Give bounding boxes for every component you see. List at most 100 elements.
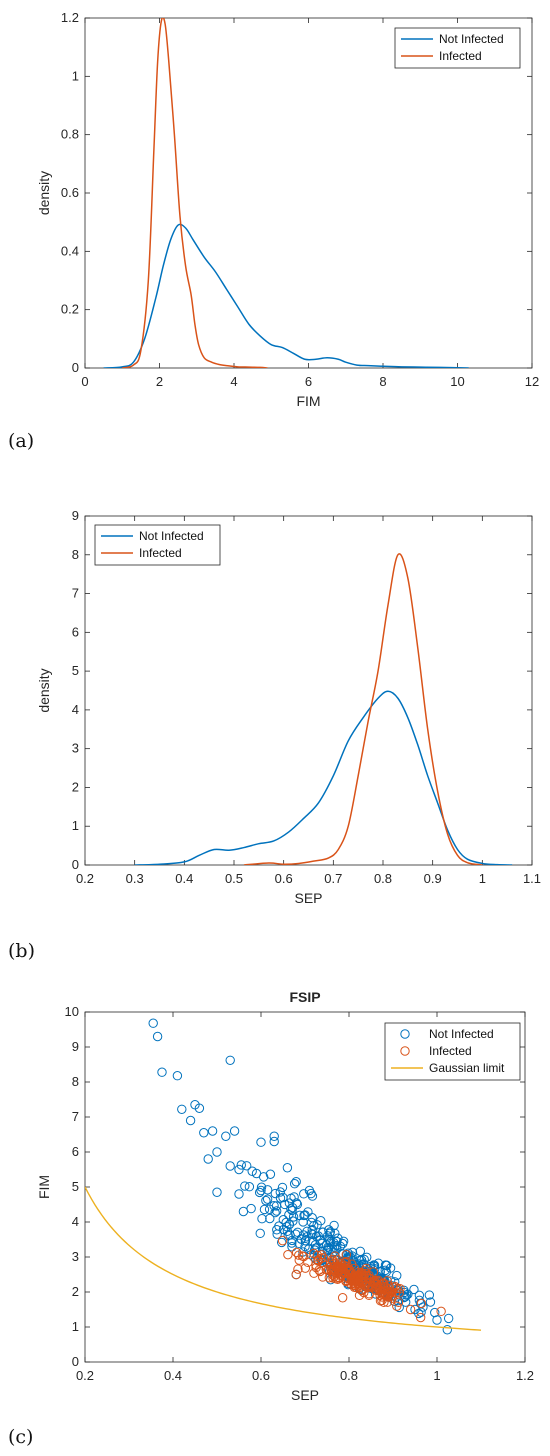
scatter-point-not-infected [312, 1220, 322, 1230]
series-line-not-infected [103, 223, 469, 368]
legend-box [384, 1022, 521, 1081]
x-tick-label: 4 [230, 374, 237, 389]
scatter-point-not-infected [375, 1266, 385, 1277]
x-tick-label: 1.1 [523, 871, 541, 886]
scatter-point-not-infected [300, 1236, 311, 1246]
y-tick-label: 1 [72, 818, 79, 833]
legend-label-not-infected: Not Infected [139, 529, 204, 543]
y-tick-label: 7 [72, 1109, 79, 1124]
scatter-point-infected [337, 1293, 348, 1303]
scatter-point-not-infected [424, 1290, 435, 1300]
x-tick-label: 6 [305, 374, 312, 389]
y-tick-label: 6 [72, 1144, 79, 1159]
scatter-point-not-infected [414, 1295, 425, 1306]
x-tick-label: 0.2 [76, 1368, 94, 1383]
scatter-point-not-infected [382, 1260, 392, 1271]
scatter-point-not-infected [270, 1207, 280, 1218]
scatter-point-not-infected [392, 1270, 402, 1281]
scatter-point-not-infected [300, 1241, 310, 1252]
x-axis-label: FIM [296, 393, 320, 409]
legend-label-infected: Infected [429, 1044, 472, 1058]
chart-title: FSIP [289, 989, 320, 1005]
legend-swatch-not-infected [400, 1029, 410, 1039]
x-tick-label: 0.8 [374, 871, 392, 886]
y-tick-label: 8 [72, 547, 79, 562]
scatter-point-infected [317, 1257, 328, 1268]
scatter-point-infected [405, 1304, 416, 1315]
legend-box [94, 524, 221, 566]
y-axis-label: density [36, 668, 52, 712]
scatter-point-infected [369, 1275, 380, 1286]
scatter-point-not-infected [317, 1238, 327, 1249]
x-tick-label: 0 [81, 374, 88, 389]
scatter-point-not-infected [347, 1247, 358, 1258]
scatter-point-not-infected [380, 1265, 390, 1276]
scatter-point-infected [291, 1269, 301, 1280]
scatter-point-not-infected [255, 1228, 265, 1239]
scatter-point-not-infected [307, 1236, 318, 1246]
x-tick-label: 2 [156, 374, 163, 389]
y-tick-label: 0.8 [61, 127, 79, 142]
scatter-point-infected [330, 1251, 340, 1261]
scatter-point-not-infected [409, 1284, 419, 1295]
scatter-point-not-infected [300, 1210, 310, 1220]
x-tick-label: 0.4 [164, 1368, 182, 1383]
scatter-point-not-infected [194, 1103, 205, 1113]
scatter-point-not-infected [234, 1189, 244, 1199]
density-plot-fim: 0 2 4 6 8 10 12 0 0.2 0.4 0.6 0.8 1 1.2 FIM density Not … [8, 10, 539, 452]
scatter-point-not-infected [257, 1214, 267, 1224]
scatter-point-not-infected [307, 1225, 317, 1235]
scatter-point-not-infected [236, 1160, 246, 1170]
scatter-point-not-infected [291, 1198, 302, 1208]
x-tick-label: 0.6 [275, 871, 293, 886]
scatter-point-not-infected [443, 1313, 454, 1324]
scatter-point-not-infected [275, 1187, 285, 1197]
scatter-point-not-infected [287, 1238, 297, 1248]
x-tick-label: 8 [379, 374, 386, 389]
legend-box [394, 27, 521, 69]
legend-label-gaussian-limit: Gaussian limit [429, 1061, 505, 1075]
scatter-point-not-infected [323, 1245, 333, 1256]
scatter-point-not-infected [277, 1182, 288, 1193]
scatter-point-not-infected [262, 1194, 273, 1204]
scatter-point-not-infected [148, 1018, 158, 1028]
scatter-point-infected [303, 1257, 313, 1268]
scatter-point-not-infected [270, 1188, 281, 1199]
scatter-point-not-infected [172, 1071, 183, 1081]
scatter-point-not-infected [225, 1161, 235, 1171]
y-tick-label: 4 [72, 702, 79, 717]
y-tick-label: 7 [72, 586, 79, 601]
x-tick-label: 0.6 [252, 1368, 270, 1383]
y-tick-label: 6 [72, 624, 79, 639]
scatter-point-infected [388, 1282, 398, 1292]
plot-series-group [134, 553, 513, 865]
scatter-point-not-infected [291, 1177, 301, 1187]
x-tick-label: 0.3 [126, 871, 144, 886]
y-tick-label: 0.4 [61, 243, 79, 258]
y-tick-label: 0.6 [61, 185, 79, 200]
scatter-point-not-infected [199, 1128, 209, 1138]
scatter-point-not-infected [425, 1297, 436, 1307]
scatter-point-not-infected [212, 1147, 222, 1157]
scatter-point-infected [415, 1312, 426, 1323]
scatter-point-not-infected [152, 1031, 163, 1042]
scatter-point-not-infected [401, 1290, 412, 1300]
scatter-point-not-infected [358, 1259, 369, 1269]
scatter-point-not-infected [355, 1246, 365, 1256]
legend-swatch-infected [400, 1046, 410, 1056]
scatter-point-not-infected [234, 1164, 244, 1175]
scatter-point-infected [291, 1247, 302, 1258]
scatter-point-not-infected [299, 1189, 309, 1199]
scatter-point-not-infected [330, 1228, 340, 1238]
scatter-point-not-infected [272, 1229, 282, 1239]
scatter-point-infected [370, 1282, 381, 1292]
scatter-point-infected [392, 1283, 403, 1294]
scatter-point-not-infected [284, 1210, 294, 1220]
plot-series-group [85, 1018, 482, 1335]
y-tick-label: 4 [72, 1214, 79, 1229]
scatter-point-not-infected [238, 1206, 249, 1217]
scatter-point-not-infected [269, 1131, 279, 1141]
scatter-point-infected [277, 1235, 288, 1246]
scatter-point-not-infected [325, 1227, 336, 1237]
scatter-point-infected [377, 1292, 387, 1302]
